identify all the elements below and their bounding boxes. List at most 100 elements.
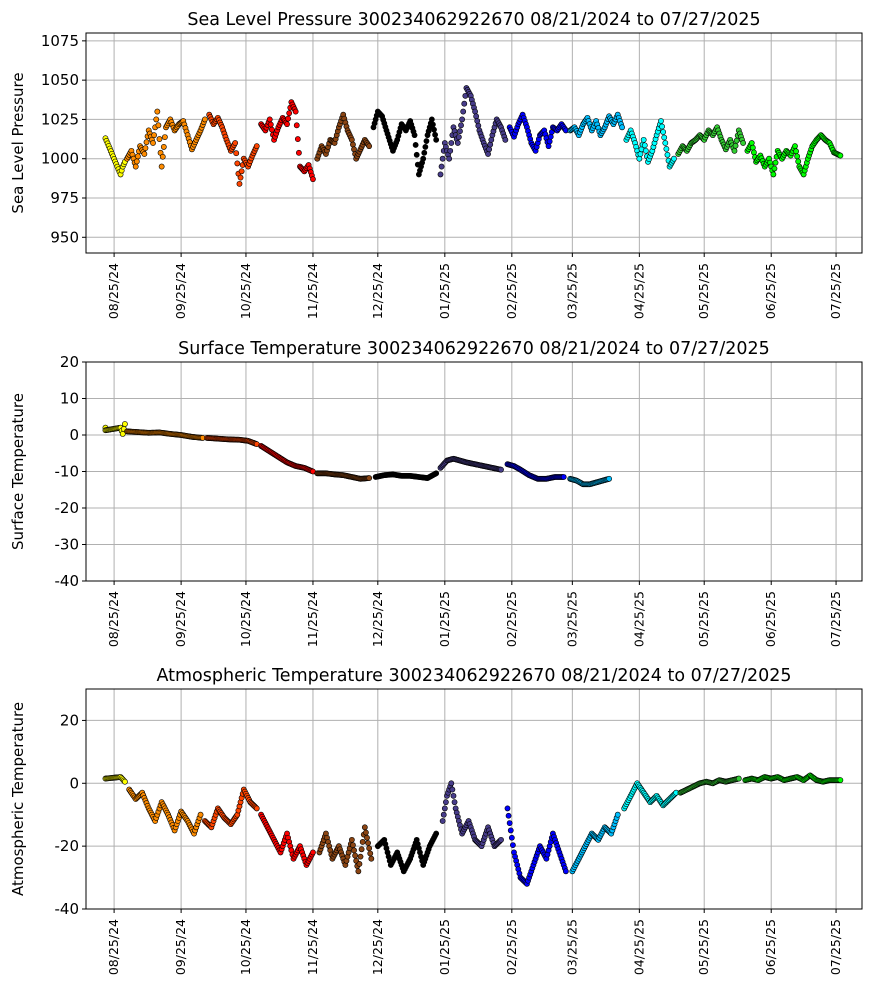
series-8: [504, 461, 567, 482]
data-point: [364, 834, 370, 841]
data-point: [614, 811, 621, 818]
series-2: [124, 108, 208, 170]
data-point: [351, 146, 357, 153]
data-point: [367, 850, 374, 857]
data-point: [423, 138, 430, 144]
data-point: [432, 131, 438, 138]
series-3: [201, 786, 260, 831]
data-point: [441, 805, 448, 812]
data-point: [431, 126, 437, 133]
data-point: [154, 108, 161, 115]
data-point: [460, 108, 467, 115]
data-point: [545, 143, 552, 150]
data-point: [412, 142, 419, 148]
data-point: [451, 799, 458, 806]
data-point: [637, 151, 644, 157]
x-tick-label: 08/25/24: [106, 919, 121, 975]
data-point: [772, 159, 779, 166]
y-tick-label: 0: [69, 426, 79, 444]
data-point: [560, 474, 567, 480]
data-point: [546, 138, 553, 145]
data-point: [461, 100, 468, 107]
data-point: [350, 141, 356, 148]
data-point: [253, 805, 260, 812]
x-tick-label: 11/25/24: [305, 591, 320, 647]
data-point: [142, 145, 149, 152]
data-point: [448, 140, 455, 146]
data-point: [286, 110, 293, 117]
data-point: [267, 121, 274, 128]
y-tick-label: -40: [55, 900, 80, 918]
data-point: [294, 136, 301, 142]
data-point: [792, 143, 798, 150]
data-point: [433, 830, 440, 837]
x-tick-label: 10/25/24: [238, 263, 253, 319]
data-point: [292, 108, 299, 115]
data-point: [197, 811, 204, 818]
chart-panel-2: -40 -30 -20 -10 0 10 20 08/25/24 09/25/24 10/25/2…: [9, 339, 863, 647]
data-point: [266, 116, 273, 123]
data-point: [641, 142, 648, 149]
chart-panel-1: 950 975 1000 1025 1050 1075 08/25/24 09/25/24 10…: [9, 10, 863, 319]
data-point: [352, 852, 359, 859]
series-3: [204, 435, 260, 448]
x-tick-label: 12/25/24: [370, 919, 385, 975]
series-7: [439, 780, 504, 850]
data-point: [366, 475, 373, 481]
data-point: [794, 153, 801, 160]
series-8: [504, 805, 569, 887]
data-point: [455, 134, 462, 141]
data-point: [473, 113, 480, 120]
x-tick-label: 03/25/25: [564, 263, 579, 319]
data-point: [350, 842, 356, 848]
series-12: [744, 132, 844, 178]
data-point: [143, 139, 150, 146]
data-point: [485, 151, 491, 157]
data-point: [348, 136, 355, 143]
data-point: [474, 118, 481, 124]
series-6: [374, 830, 440, 875]
data-point: [368, 855, 375, 862]
data-point: [735, 775, 742, 782]
data-point: [430, 121, 436, 128]
series-1: [102, 421, 128, 437]
chart-title: Sea Level Pressure 300234062922670 08/21…: [187, 10, 760, 30]
data-point: [439, 155, 446, 162]
data-point: [238, 168, 245, 175]
series-11: [677, 775, 742, 796]
data-point: [771, 165, 778, 172]
chart-panel-3: -40 -20 0 20 08/25/24 09/25/24 10/25/24 11/25/2…: [9, 666, 863, 975]
data-point: [437, 171, 444, 178]
data-point: [446, 155, 453, 162]
data-point: [357, 853, 364, 860]
chart-title: Atmospheric Temperature 300234062922670 …: [156, 666, 791, 686]
data-point: [161, 134, 168, 141]
data-point: [447, 147, 454, 154]
y-axis-label: Atmospheric Temperature: [9, 702, 27, 896]
data-point: [433, 470, 440, 477]
x-tick-label: 12/25/24: [370, 591, 385, 647]
x-tick-label: 07/25/25: [828, 919, 843, 975]
x-tick-label: 09/25/24: [173, 919, 188, 975]
series-10: [621, 780, 680, 812]
x-tick-label: 06/25/25: [763, 919, 778, 975]
data-point: [237, 174, 244, 181]
data-point: [358, 846, 365, 853]
data-point: [498, 836, 504, 843]
data-point: [156, 136, 163, 142]
data-point: [440, 811, 447, 818]
data-point: [664, 151, 671, 158]
plot-frame: [85, 688, 863, 910]
data-point: [361, 824, 368, 831]
data-point: [141, 151, 148, 157]
data-point: [433, 136, 440, 143]
x-tick-label: 11/25/24: [305, 263, 320, 319]
x-tick-label: 07/25/25: [828, 591, 843, 647]
data-point: [134, 153, 141, 160]
series-9: [567, 111, 625, 139]
y-tick-label: -20: [55, 499, 80, 517]
y-tick-label: 1025: [41, 110, 79, 128]
y-tick-label: -20: [55, 837, 80, 855]
x-tick-label: 02/25/25: [504, 591, 519, 647]
data-point: [356, 861, 363, 867]
